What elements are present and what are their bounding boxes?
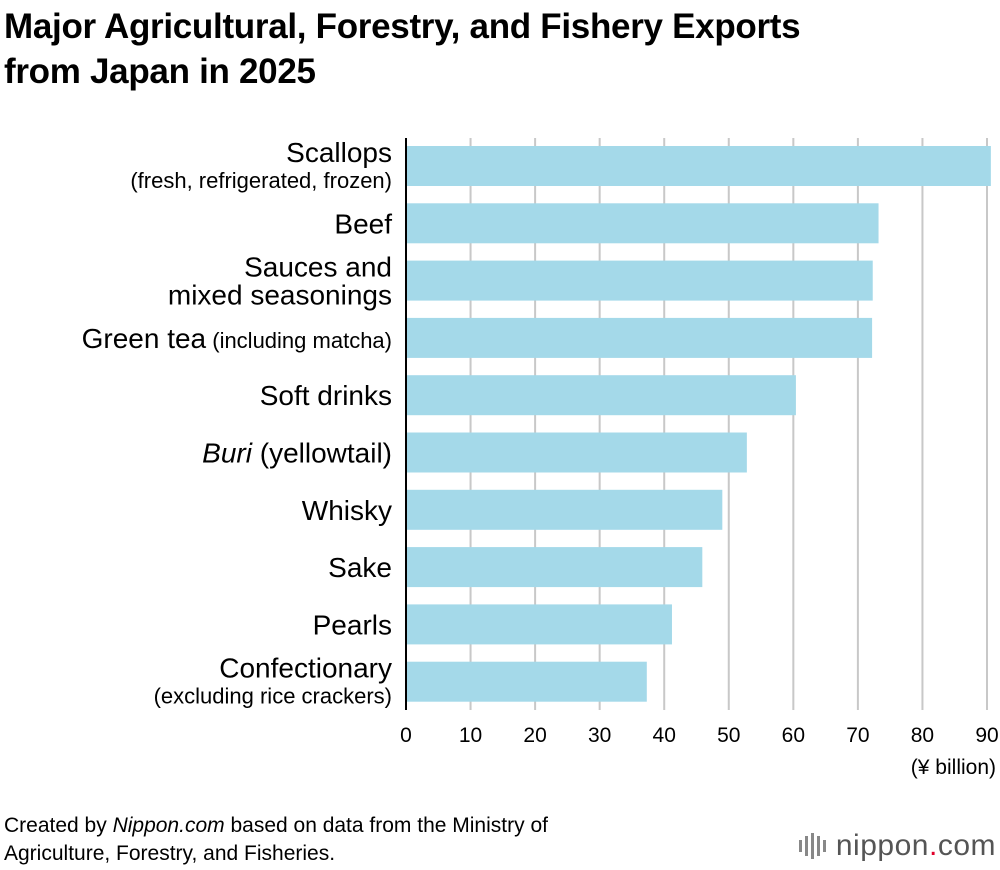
- bar-2: [406, 260, 873, 301]
- bar-0: [406, 146, 991, 186]
- chart-title-line-2: from Japan in 2025: [4, 52, 316, 91]
- x-tick-label-60: 60: [782, 724, 805, 747]
- source-suffix: based on data from the Ministry of: [224, 814, 548, 837]
- source-prefix: Created by: [4, 814, 113, 837]
- source-site-name: Nippon.com: [112, 814, 225, 837]
- x-tick-label-40: 40: [653, 724, 676, 747]
- source-line-1: Created by Nippon.com based on data from…: [4, 812, 724, 840]
- x-tick-label-50: 50: [717, 724, 740, 747]
- x-tick-label-80: 80: [911, 724, 934, 747]
- source-line-2: Agriculture, Forestry, and Fisheries.: [4, 842, 336, 865]
- category-label-9-line-1: (excluding rice crackers): [154, 684, 392, 709]
- x-tick-label-0: 0: [400, 724, 412, 747]
- category-label-0-line-0: Scallops: [286, 137, 392, 168]
- category-label-2-line-1: mixed seasonings: [168, 280, 392, 311]
- category-label-6: Whisky: [302, 495, 392, 526]
- logo-word: nippon: [835, 829, 929, 862]
- category-label-1: Beef: [334, 208, 392, 239]
- x-tick-label-70: 70: [846, 724, 869, 747]
- logo-dot: .: [928, 829, 938, 862]
- bar-9: [406, 661, 647, 702]
- x-tick-label-90: 90: [975, 724, 998, 747]
- x-axis-unit-label: (¥ billion): [911, 756, 996, 779]
- bar-1: [406, 203, 879, 244]
- bar-4: [406, 375, 796, 416]
- category-label-4: Soft drinks: [260, 380, 392, 411]
- chart-title-line-1: Major Agricultural, Forestry, and Fisher…: [4, 7, 801, 46]
- nippon-logo: nippon.com: [798, 826, 996, 866]
- category-label-2-line-0: Sauces and: [244, 252, 392, 283]
- category-label-3-part-0: Green tea: [82, 323, 207, 354]
- bar-6: [406, 489, 723, 530]
- category-label-8: Pearls: [313, 609, 392, 640]
- category-label-5-part-1: (yellowtail): [252, 438, 392, 469]
- x-tick-label-10: 10: [459, 724, 482, 747]
- bar-7: [406, 547, 703, 588]
- category-label-3-part-1: (including matcha): [206, 328, 392, 353]
- chart-title: Major Agricultural, Forestry, and Fisher…: [4, 4, 994, 94]
- bar-chart: Scallops(fresh, refrigerated, frozen) Bee…: [82, 137, 999, 779]
- category-label-3: Green tea (including matcha): [82, 323, 392, 354]
- bar-3: [406, 317, 873, 358]
- logo-bars-icon: [798, 833, 826, 859]
- category-label-5: Buri (yellowtail): [202, 438, 392, 469]
- category-label-0-line-1: (fresh, refrigerated, frozen): [130, 168, 392, 193]
- bar-8: [406, 604, 672, 645]
- bar-5: [406, 432, 747, 473]
- category-label-5-part-0: Buri: [202, 438, 253, 469]
- category-label-9-line-0: Confectionary: [219, 653, 392, 684]
- logo-text: nippon.com: [836, 829, 996, 863]
- logo-tld: com: [937, 829, 996, 862]
- category-label-7: Sake: [328, 552, 392, 583]
- source-note: Created by Nippon.com based on data from…: [4, 812, 724, 868]
- x-tick-label-30: 30: [588, 724, 611, 747]
- x-tick-label-20: 20: [523, 724, 546, 747]
